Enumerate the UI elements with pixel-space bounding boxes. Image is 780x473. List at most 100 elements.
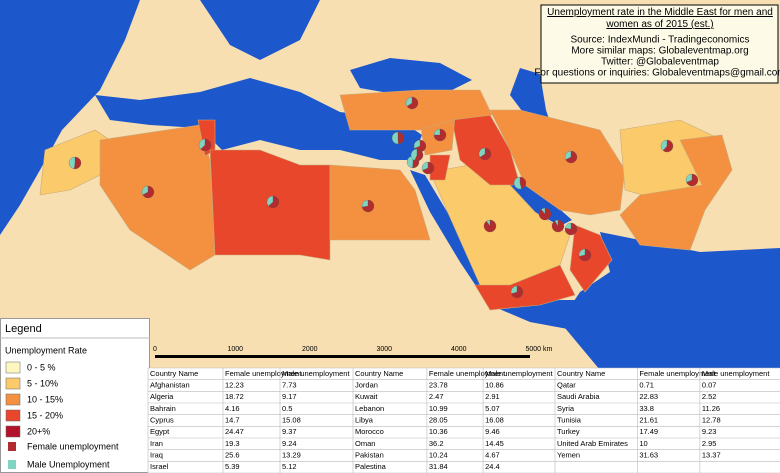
table-value: 23.78: [429, 380, 448, 389]
table-value: 17.49: [639, 427, 658, 436]
pie-female: [483, 219, 497, 233]
pie-male: [410, 148, 418, 161]
scale-label: 1000: [228, 346, 244, 353]
table-value: 24.4: [485, 462, 500, 471]
table-value: 10.86: [485, 380, 504, 389]
country-name: Iraq: [150, 450, 163, 459]
table-value: 9.23: [702, 427, 717, 436]
pie-male: [421, 161, 429, 171]
legend-swatch: [5, 393, 21, 406]
country-name: Kuwait: [355, 392, 378, 401]
pie-male: [478, 147, 486, 158]
pie-male: [486, 219, 491, 227]
pie-female: [519, 176, 527, 189]
country-name: Tunisia: [557, 415, 582, 424]
twitter: Twitter: @Globaleventmap: [601, 57, 719, 68]
pie-male: [578, 248, 586, 257]
pie-male: [413, 139, 421, 149]
table-value: 2.52: [702, 392, 717, 401]
table-value: 5.07: [485, 404, 500, 413]
legend-label: Male Unemployment: [27, 459, 110, 469]
pie-female: [268, 195, 280, 209]
pie-female: [422, 161, 435, 175]
table-value: 24.47: [225, 427, 244, 436]
table-value: 0.07: [702, 380, 717, 389]
country-name: Syria: [557, 404, 575, 413]
table-header: Country Name: [355, 369, 403, 378]
table-value: 2.47: [429, 392, 444, 401]
legend: Legend Unemployment Rate 0 - 5 % 5 - 10% 1…: [0, 318, 150, 473]
table-value: 5.39: [225, 462, 240, 471]
pie-male: [68, 156, 76, 170]
country-name: Cyprus: [150, 415, 174, 424]
table-value: 12.78: [702, 415, 721, 424]
seas: [0, 0, 780, 370]
title: Unemployment rate in the Middle East for…: [547, 7, 773, 30]
country-name: Yemen: [557, 450, 580, 459]
pie-male: [554, 219, 559, 227]
table-value: 16.08: [485, 415, 504, 424]
table-value: 4.16: [225, 404, 240, 413]
countries: [39, 89, 733, 311]
table-header: Female unemployment: [225, 369, 302, 378]
pie-female: [200, 138, 212, 152]
table-value: 4.67: [485, 450, 500, 459]
pie-male: [513, 176, 522, 190]
country-name: Oman: [355, 439, 375, 448]
table-value: 13.29: [282, 450, 301, 459]
legend-swatch: [5, 425, 21, 438]
country-name: Israel: [150, 462, 169, 471]
pie-male: [510, 285, 518, 294]
table-value: 25.6: [225, 450, 240, 459]
table-value: 10: [639, 439, 647, 448]
pies: [68, 96, 699, 299]
table-header: Country Name: [150, 369, 198, 378]
more-maps: More similar maps: Globaleventmap.org: [571, 46, 748, 57]
legend-label: 15 - 20%: [27, 410, 63, 420]
table-value: 9.17: [282, 392, 297, 401]
scale-label: 3000: [377, 346, 393, 353]
legend-subtitle: Unemployment Rate: [5, 345, 87, 355]
pie-female: [73, 156, 82, 170]
table-value: 28.05: [429, 415, 448, 424]
table-header: Country Name: [557, 369, 605, 378]
table-value: 9.24: [282, 439, 297, 448]
legend-label: 5 - 10%: [27, 378, 58, 388]
country-name: Afghanistan: [150, 380, 190, 389]
pie-female: [479, 147, 492, 161]
legend-label: 10 - 15%: [27, 394, 63, 404]
country-name: Algeria: [150, 392, 174, 401]
table-value: 21.61: [639, 415, 658, 424]
country-name: Pakistan: [355, 450, 384, 459]
source: Source: IndexMundi - Tradingeconomics: [571, 35, 750, 46]
table-value: 14.7: [225, 415, 240, 424]
country-name: Jordan: [355, 380, 378, 389]
table-value: 19.3: [225, 439, 240, 448]
table-value: 0.5: [282, 404, 292, 413]
pie-male: [141, 185, 149, 196]
table-value: 9.37: [282, 427, 297, 436]
scale-bar: 0 1000 2000 3000 4000 5000 km: [153, 346, 553, 358]
table-value: 22.83: [639, 392, 658, 401]
country-name: Turkey: [557, 427, 580, 436]
table-value: 31.63: [639, 450, 658, 459]
table-value: 2.91: [485, 392, 500, 401]
legend-label: 20+%: [27, 426, 50, 436]
legend-label: 0 - 5 %: [27, 362, 56, 372]
table-header: Female unemployment: [639, 369, 716, 378]
scale-label: 4000: [451, 346, 467, 353]
country-name: Iran: [150, 439, 163, 448]
contact: For questions or inquiries: Globaleventm…: [534, 68, 780, 79]
country-name: Saudi Arabia: [557, 392, 600, 401]
table-header: Male unemployment: [702, 369, 770, 378]
pie-female: [406, 96, 419, 110]
table-value: 5.12: [282, 462, 297, 471]
scale-label: 5000 km: [526, 346, 553, 353]
table-value: 2.95: [702, 439, 717, 448]
table-value: 13.37: [702, 450, 721, 459]
table-value: 14.45: [485, 439, 504, 448]
pie-male: [433, 128, 441, 136]
pie-female: [662, 139, 674, 153]
